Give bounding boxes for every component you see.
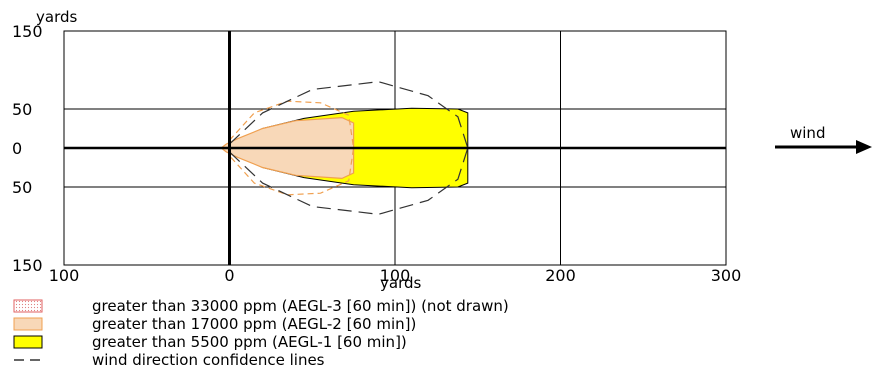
wind-arrow-icon (856, 140, 872, 154)
x-axis-label: yards (380, 274, 421, 292)
y-tick-label: 50 (12, 100, 32, 119)
tick-labels: 100 0 100 200 300 150 50 0 50 150 (12, 22, 741, 285)
x-tick-label: 300 (711, 266, 742, 285)
confidence-lines (229, 81, 469, 215)
wind-label: wind (790, 124, 825, 142)
confidence-line (229, 81, 469, 149)
confidence-line (229, 147, 469, 215)
axes-lines (64, 31, 726, 265)
legend-label: wind direction confidence lines (92, 351, 325, 366)
legend-label: greater than 33000 ppm (AEGL-3 [60 min])… (92, 297, 509, 315)
legend-swatch-dotted-red (13, 299, 43, 313)
x-tick-label: 100 (380, 266, 411, 285)
legend-swatch-orange (13, 317, 43, 331)
y-tick-label: 0 (12, 139, 22, 158)
x-tick-label: 0 (224, 266, 234, 285)
legend-label: greater than 5500 ppm (AEGL-1 [60 min]) (92, 333, 407, 351)
x-tick-label: 100 (49, 266, 80, 285)
y-tick-label: 150 (12, 256, 43, 275)
x-tick-label: 200 (545, 266, 576, 285)
aegl2-outline (229, 100, 355, 196)
y-tick-label: 50 (12, 178, 32, 197)
legend: greater than 33000 ppm (AEGL-3 [60 min])… (13, 297, 509, 366)
legend-label: greater than 17000 ppm (AEGL-2 [60 min]) (92, 315, 416, 333)
y-tick-label: 150 (12, 22, 43, 41)
legend-swatch-yellow (13, 335, 43, 349)
y-axis-label: yards (36, 8, 77, 26)
